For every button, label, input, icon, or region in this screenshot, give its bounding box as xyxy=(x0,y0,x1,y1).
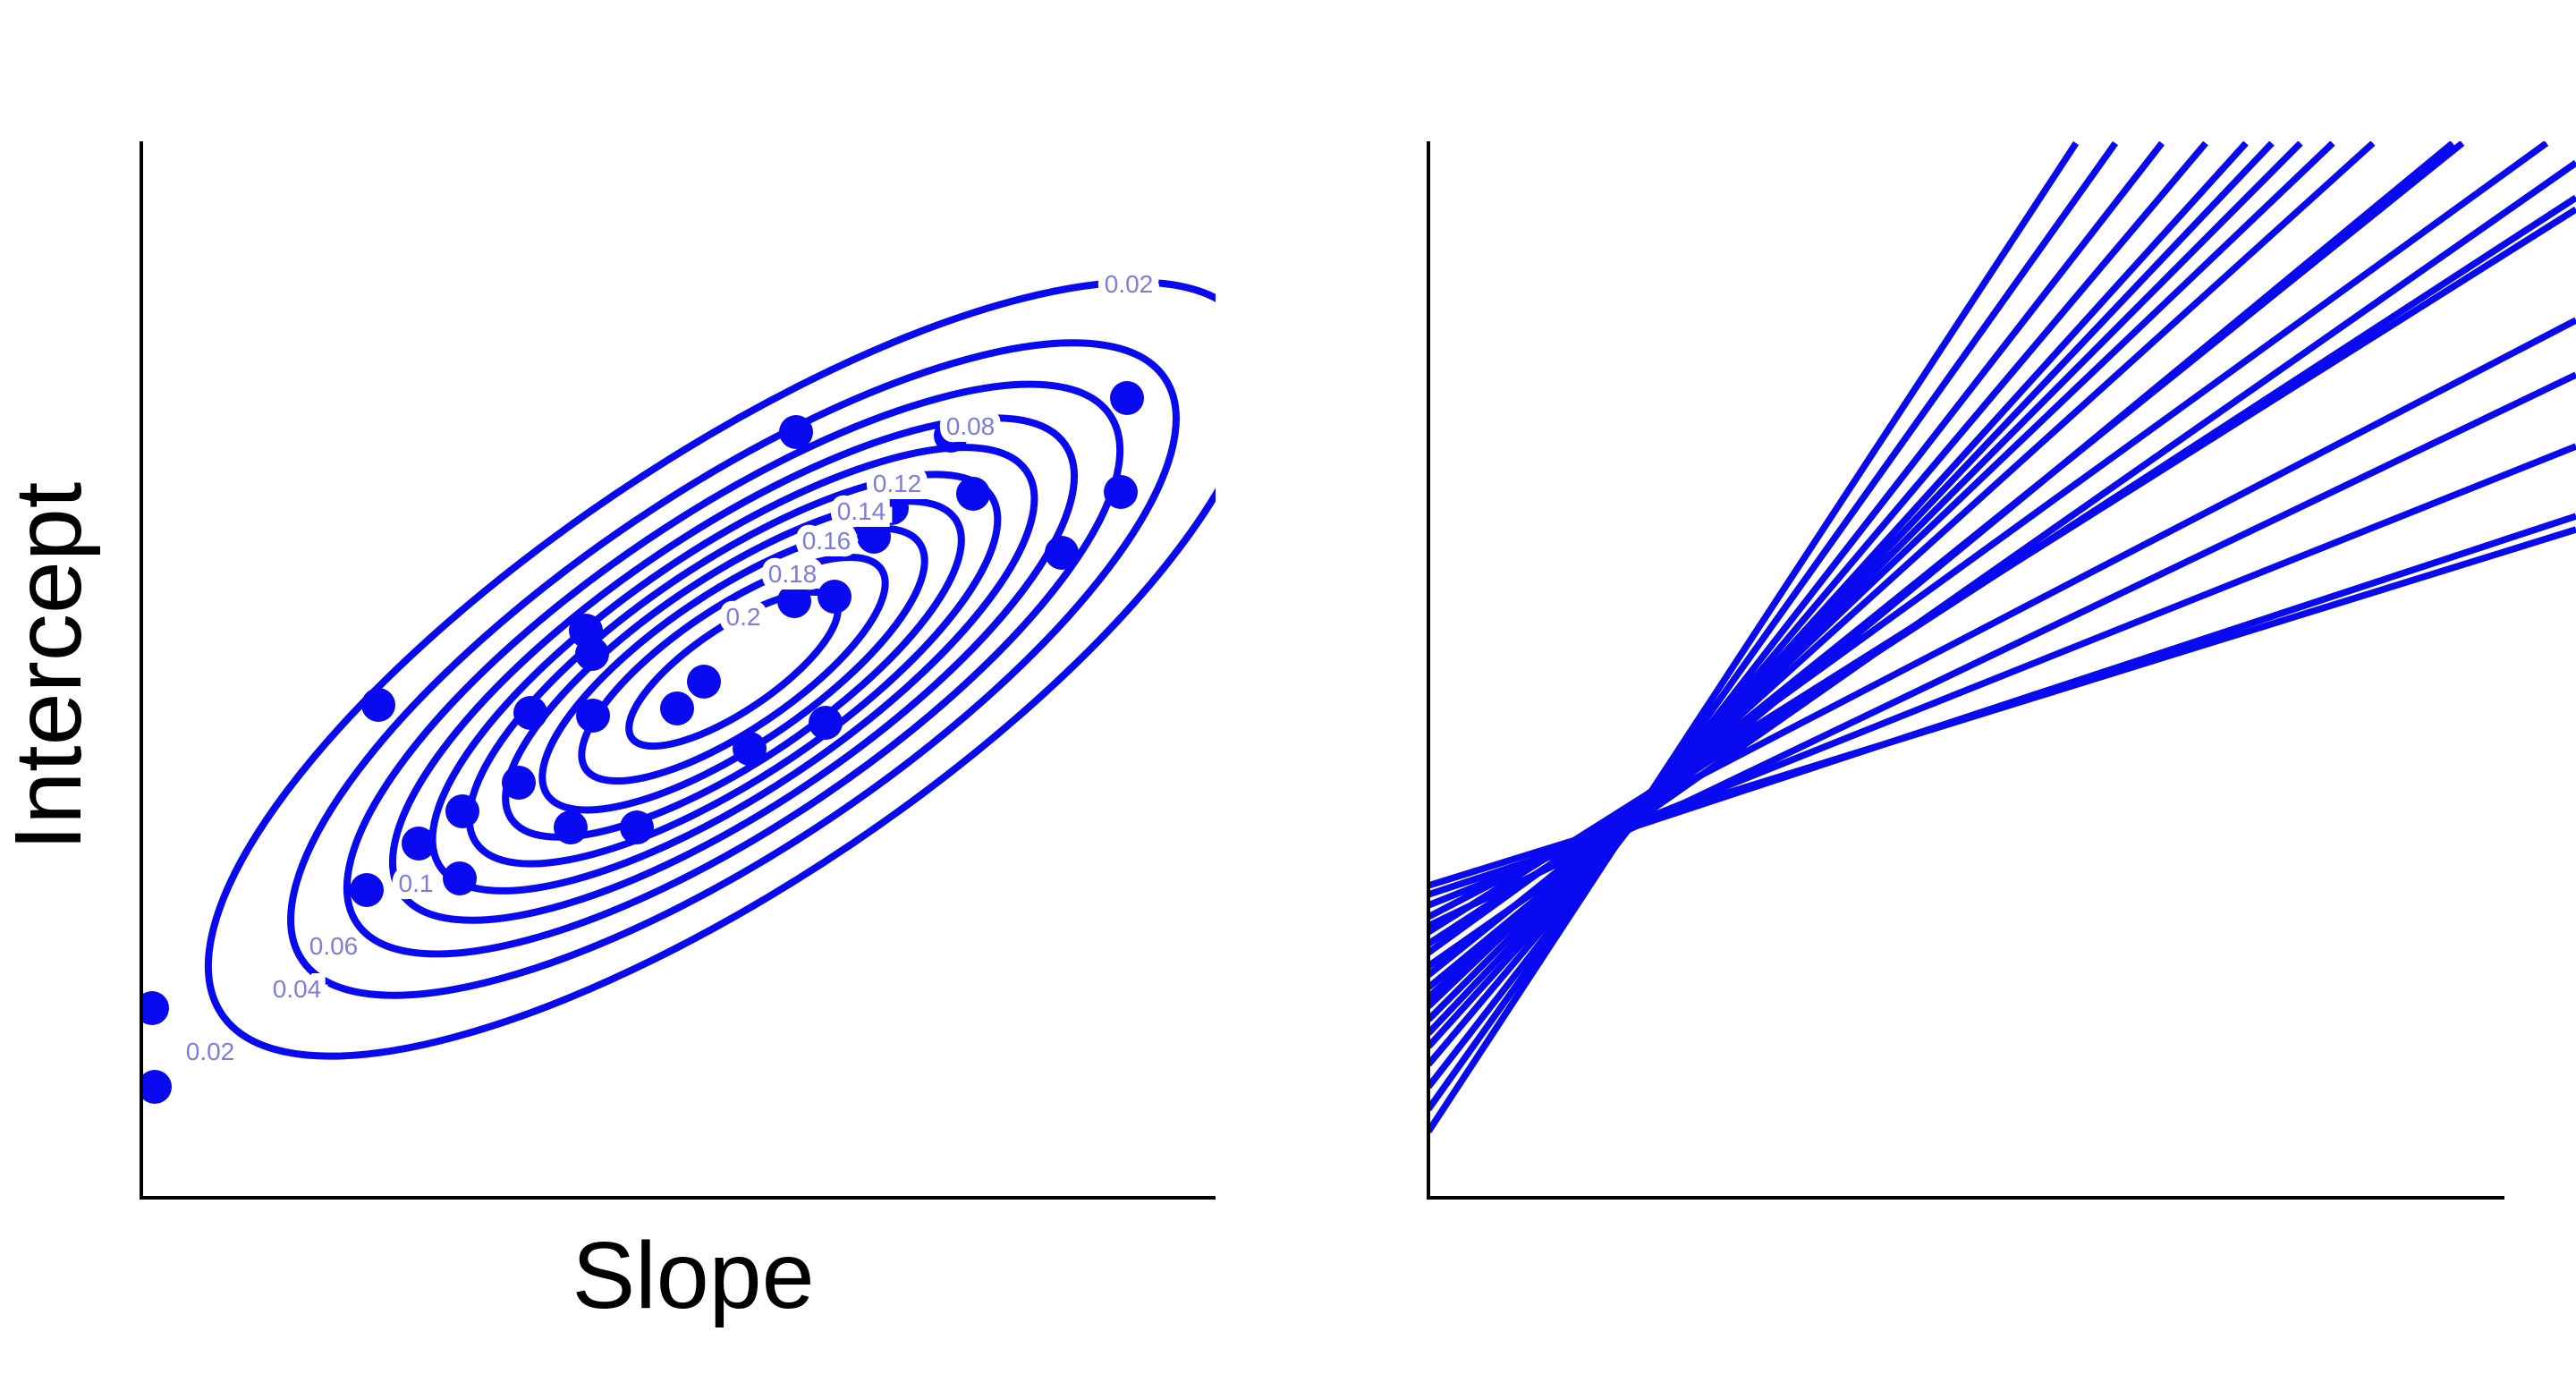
contour-line-0.06 xyxy=(343,380,1124,958)
contour-line-0.14 xyxy=(502,497,965,841)
posterior-line xyxy=(1430,141,2080,1134)
posterior-line xyxy=(1430,141,2165,1090)
contour-label: 0.18 xyxy=(768,560,818,588)
scatter-point xyxy=(143,991,169,1025)
scatter-point xyxy=(687,665,721,699)
x-axis-label-slope: Slope xyxy=(572,1223,814,1328)
scatter-point xyxy=(554,810,588,844)
posterior-line xyxy=(1430,141,2303,1022)
posterior-line xyxy=(1430,141,2549,956)
contour-label: 0.02 xyxy=(186,1038,235,1065)
contour-label: 0.06 xyxy=(309,932,359,960)
scatter-point xyxy=(350,873,384,907)
contour-label: 0.14 xyxy=(837,497,886,525)
contour-line-0.18 xyxy=(578,553,889,785)
scatter-point xyxy=(733,732,767,766)
contour-label: 0.02 xyxy=(1105,270,1154,298)
contour-plot xyxy=(204,278,1216,1060)
contour-label: 0.2 xyxy=(726,603,761,631)
contour-line-0.16 xyxy=(538,524,928,814)
posterior-line xyxy=(1430,141,2208,1067)
y-axis-label-intercept: Intercept xyxy=(0,482,101,851)
contour-label: 0.16 xyxy=(802,527,852,555)
contour-line-0.02 xyxy=(204,278,1216,1060)
contour-line-0.1 xyxy=(428,444,1038,895)
scatter-point xyxy=(1045,536,1079,570)
right-panel-axes xyxy=(1427,141,2504,1200)
scatter-point xyxy=(779,415,813,449)
scatter-point xyxy=(660,691,694,725)
contour-line-0.04 xyxy=(287,339,1180,999)
posterior-line xyxy=(1430,141,2335,1009)
scatter-point xyxy=(934,419,968,453)
scatter-point xyxy=(143,1070,172,1104)
posterior-line xyxy=(1430,141,2275,1036)
posterior-line xyxy=(1430,141,2249,1049)
scatter-layer xyxy=(143,381,1144,1104)
scatter-point xyxy=(1110,381,1144,415)
scatter-point xyxy=(875,491,909,525)
scatter-point xyxy=(1104,475,1138,509)
scatter-point xyxy=(620,810,654,844)
contour-line-0.12 xyxy=(465,471,1002,868)
scatter-point xyxy=(818,580,852,614)
contour-label: 0.08 xyxy=(946,412,996,440)
scatter-point xyxy=(443,861,477,895)
scatter-point xyxy=(956,477,990,511)
contour-label: 0.12 xyxy=(873,470,922,497)
scatter-point xyxy=(576,699,610,733)
contour-line-0.08 xyxy=(388,414,1079,924)
scatter-point xyxy=(445,794,479,828)
scatter-point xyxy=(777,584,811,618)
scatter-point xyxy=(402,827,436,861)
scatter-point xyxy=(361,688,395,722)
contour-label: 0.1 xyxy=(399,869,434,897)
scatter-point xyxy=(575,637,609,671)
posterior-line xyxy=(1430,141,2119,1112)
scatter-point xyxy=(857,520,891,554)
left-panel-axes xyxy=(140,141,1216,1200)
scatter-point xyxy=(502,766,536,800)
scatter-point xyxy=(809,706,843,740)
contour-label: 0.04 xyxy=(273,975,322,1003)
scatter-point xyxy=(513,696,547,730)
posterior-lines-layer xyxy=(1430,141,2576,1134)
